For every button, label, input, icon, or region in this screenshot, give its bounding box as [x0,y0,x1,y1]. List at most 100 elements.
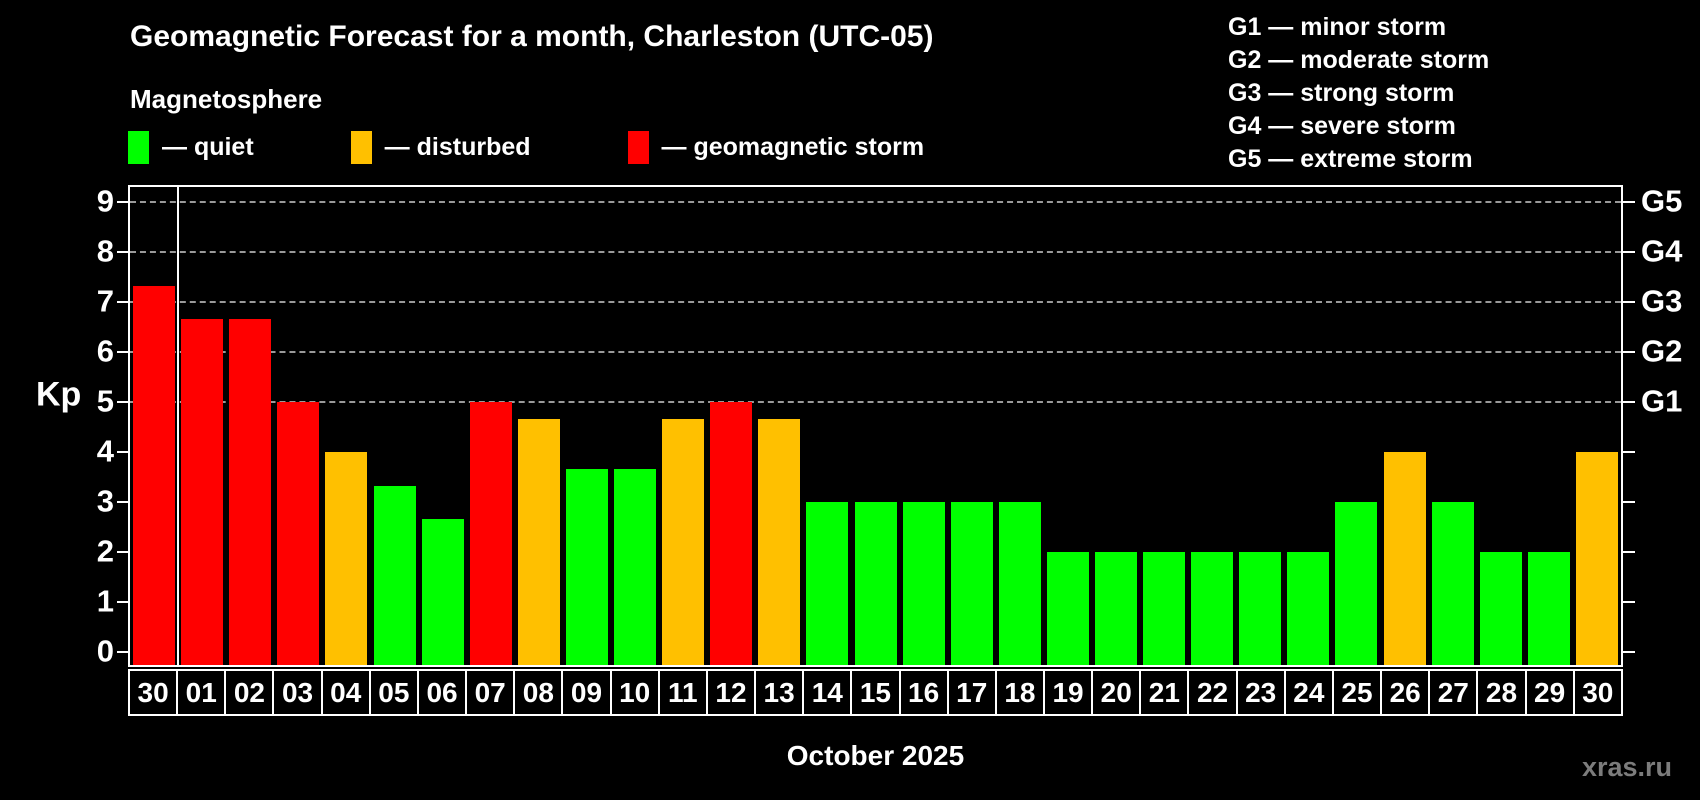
quiet-swatch-icon [128,131,149,164]
day-label-cell: 12 [705,669,757,716]
kp-bar-day-21 [1143,552,1186,665]
kp-bar-day-15 [854,502,897,665]
day-label-cell: 05 [368,669,419,716]
x-axis-day-labels: 30 01 02 03 04 05 06 07 08 09 10 11 12 13 14 15 16 17 18 19… [128,669,1623,716]
kp-bar-day-23 [1239,552,1282,665]
kp-bar-day-09 [565,468,608,665]
kp-bar-day-29 [1527,552,1570,665]
kp-bar-day-07 [469,402,512,665]
right-tick [1623,351,1635,353]
right-tick [1623,651,1635,653]
legend-label: — disturbed [384,133,531,161]
kp-bar-day-17 [950,502,993,665]
kp-bar-day-14 [806,502,849,665]
disturbed-swatch-icon [350,131,372,164]
day-label-cell: 09 [561,669,612,716]
kp-bar-day-27 [1431,502,1474,665]
left-tick [117,351,128,353]
y-tick-label: 5 [96,383,114,419]
y-axis-title: Kp [36,375,82,414]
kp-bar-day-22 [1191,552,1234,665]
chart-subtitle: Magnetosphere [130,84,323,114]
day-label-cell: 30 [1572,669,1623,716]
day-label-cell: 15 [850,669,901,716]
kp-bar-day-05 [373,485,416,665]
kp-bar-day-08 [517,418,560,665]
storm-scale-line: G4 — severe storm [1228,112,1456,140]
day-label-cell: 17 [946,669,997,716]
day-label-cell: 24 [1283,669,1334,716]
right-tick [1623,601,1635,603]
right-tick [1623,301,1635,303]
day-label-cell: 27 [1428,669,1479,716]
left-tick [117,401,128,403]
month-divider-line [177,187,180,665]
day-label-cell: 08 [513,669,564,716]
gridline-kp9 [130,201,1621,203]
left-tick [117,551,128,553]
watermark: xras.ru [1581,752,1672,782]
left-tick [117,301,128,303]
day-label-cell: 25 [1331,669,1383,716]
y-tick-label: 0 [96,633,114,669]
kp-bar-day-04 [325,452,368,665]
right-tick [1623,501,1635,503]
y-tick-label: 1 [96,583,114,619]
right-tick [1623,401,1635,403]
legend-label: — quiet [162,133,254,161]
day-label-cell: 21 [1139,669,1190,716]
kp-bar-day-01 [181,318,224,665]
x-axis-title: October 2025 [786,740,965,771]
kp-bar-day-30 [133,285,176,665]
legend-item-quiet: — quiet [128,131,254,164]
kp-bar-day-24 [1287,552,1330,665]
kp-bar-day-10 [614,468,657,665]
y-tick-label: 7 [96,283,114,319]
plot-area [128,185,1623,667]
day-label-cell: 02 [224,669,275,716]
kp-bar-day-20 [1094,552,1137,665]
kp-bar-day-02 [229,318,272,665]
day-label-cell: 07 [465,669,516,716]
chart-title: Geomagnetic Forecast for a month, Charle… [130,20,934,53]
day-label-cell: 29 [1524,669,1575,716]
y-tick-label: 9 [96,183,114,219]
g-level-label-G3: G3 [1641,283,1683,319]
left-tick [117,251,128,253]
day-label-cell: 14 [802,669,853,716]
right-tick [1623,451,1635,453]
left-tick [117,451,128,453]
day-label-cell: 06 [416,669,468,716]
gridline-kp8 [130,251,1621,253]
kp-bar-day-12 [710,402,753,665]
day-label-cell: 18 [994,669,1045,716]
right-tick [1623,551,1635,553]
y-tick-label: 6 [96,333,114,369]
kp-bar-day-06 [421,518,464,665]
y-tick-label: 3 [96,483,114,519]
left-tick [117,501,128,503]
kp-bar-day-11 [662,418,705,665]
legend-item-disturbed: — disturbed [350,131,531,164]
day-label-cell: 26 [1380,669,1431,716]
g-level-label-G5: G5 [1641,183,1683,219]
left-tick [117,201,128,203]
gridline-kp5 [130,401,1621,403]
kp-bar-day-28 [1479,552,1522,665]
kp-bar-day-19 [1046,552,1089,665]
storm-scale-line: G2 — moderate storm [1228,46,1490,74]
kp-bar-day-13 [758,418,801,665]
day-label-cell: 30 [128,669,179,716]
kp-bar-day-03 [277,402,320,665]
right-tick [1623,251,1635,253]
kp-bar-day-30 [1575,452,1618,665]
day-label-cell: 11 [657,669,708,716]
gridline-kp7 [130,301,1621,303]
day-label-cell: 28 [1476,669,1527,716]
kp-bar-day-25 [1335,502,1378,665]
kp-bar-day-16 [902,502,945,665]
day-label-cell: 20 [1091,669,1142,716]
day-label-cell: 13 [754,669,805,716]
day-label-cell: 01 [176,669,227,716]
